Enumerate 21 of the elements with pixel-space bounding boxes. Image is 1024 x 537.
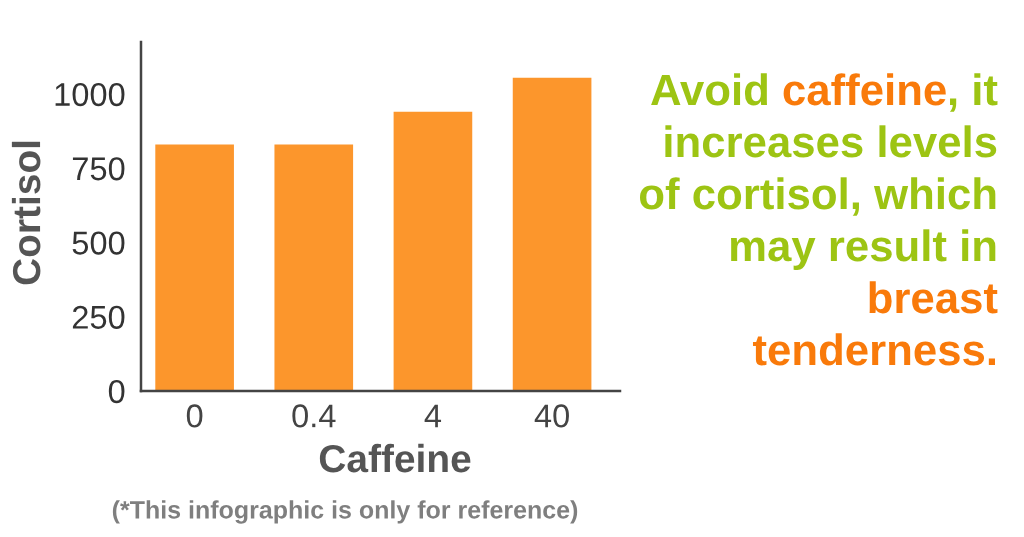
x-tick-label: 4 (424, 404, 442, 428)
y-tick-label: 750 (72, 157, 125, 181)
bar (512, 77, 592, 391)
y-tick-label: 1000 (55, 83, 125, 107)
text: (*This infographic is only for reference) (112, 500, 578, 524)
y-tick-label: 0 (108, 380, 125, 404)
text: Avoid (651, 73, 767, 106)
bar (393, 111, 473, 391)
bar (274, 144, 354, 391)
bar (155, 144, 234, 391)
y-tick-label: 500 (72, 231, 125, 255)
x-tick-label: 0 (186, 404, 203, 428)
x-tick-label: 40 (534, 404, 569, 428)
text: breast tenderness. (752, 281, 998, 366)
text: caffeine (783, 73, 946, 106)
y-axis-title: Cortisol (11, 141, 41, 285)
text: , it (949, 73, 998, 112)
x-axis-title: Caffeine (319, 443, 471, 473)
x-tick-label: 0.4 (292, 404, 336, 428)
y-tick-label: 250 (72, 305, 125, 329)
text: increases levels of cortisol, which may result in (640, 125, 997, 271)
